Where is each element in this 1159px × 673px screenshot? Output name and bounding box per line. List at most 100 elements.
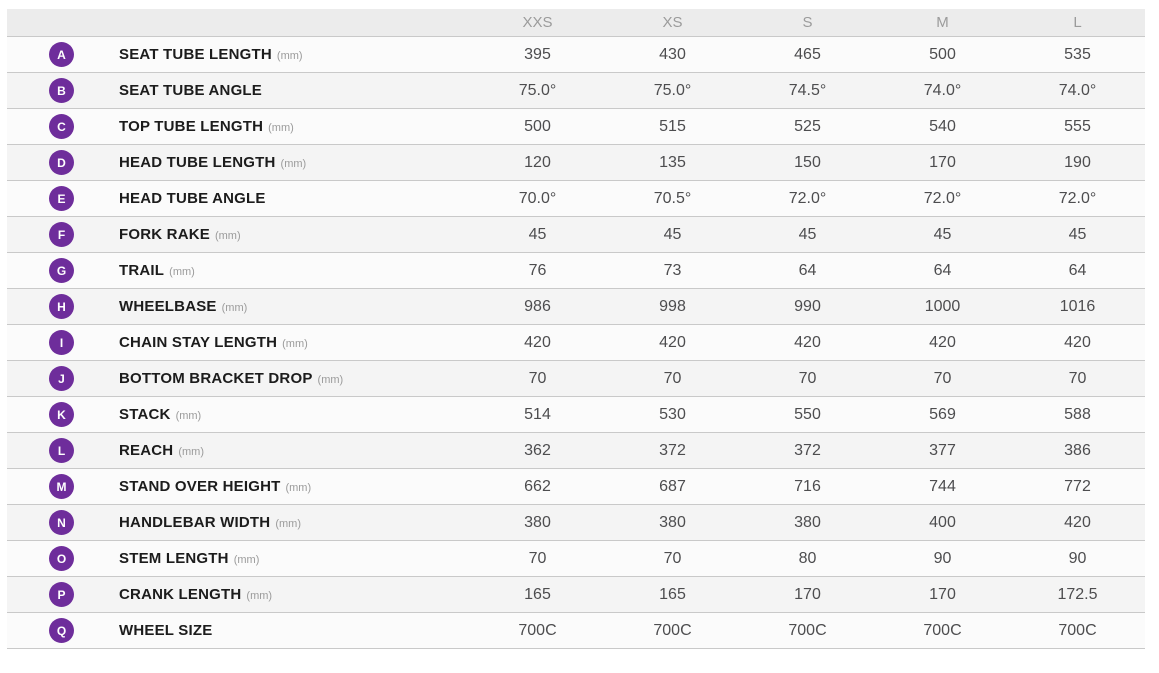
value-cell-m: 744 <box>929 477 956 495</box>
value-cell-m: 64 <box>933 261 952 279</box>
row-letter: A <box>57 47 66 62</box>
size-column-header-l: L <box>1010 9 1145 37</box>
row-letter-badge: L <box>49 438 74 463</box>
row-letter-badge: E <box>49 186 74 211</box>
measurement-label-cell: A SEAT TUBE LENGTH (mm) <box>7 37 470 73</box>
table-row: E HEAD TUBE ANGLE 70.0° 70.5° 72.0° 72.0… <box>7 180 1145 217</box>
value-cell-xs: 420 <box>659 333 686 351</box>
value-cell-m: 70 <box>933 369 952 387</box>
table-body: A SEAT TUBE LENGTH (mm) 395 430 465 500 5… <box>7 36 1145 649</box>
value-cell-xs: 998 <box>659 297 686 315</box>
row-letter-badge: P <box>49 582 74 607</box>
value-cell-m: 72.0° <box>923 189 962 207</box>
table-row: J BOTTOM BRACKET DROP (mm) 70 70 70 70 70 <box>7 360 1145 397</box>
measurement-unit: (mm) <box>275 518 301 530</box>
value-cell-xxs: 500 <box>524 117 551 135</box>
measurement-name: CHAIN STAY LENGTH (mm) <box>119 334 308 351</box>
value-cell-xs: 380 <box>659 513 686 531</box>
row-letter-badge: G <box>49 258 74 283</box>
value-cell-s: 70 <box>798 369 817 387</box>
value-cell-l: 90 <box>1068 549 1087 567</box>
row-letter: J <box>58 371 65 386</box>
measurement-name-text: CRANK LENGTH <box>119 586 242 603</box>
value-cell-s: 990 <box>794 297 821 315</box>
row-letter-badge: F <box>49 222 74 247</box>
row-letter-badge: J <box>49 366 74 391</box>
measurement-name-text: SEAT TUBE LENGTH <box>119 46 272 63</box>
value-cell-xs: 530 <box>659 405 686 423</box>
row-letter: M <box>56 479 67 494</box>
measurement-name-text: FORK RAKE <box>119 226 210 243</box>
measurement-name: STEM LENGTH (mm) <box>119 550 259 567</box>
measurement-name-text: STEM LENGTH <box>119 550 229 567</box>
value-cell-xs: 70 <box>663 549 682 567</box>
value-cell-m: 170 <box>929 153 956 171</box>
row-letter-badge: M <box>49 474 74 499</box>
table-row: I CHAIN STAY LENGTH (mm) 420 420 420 420 … <box>7 324 1145 361</box>
value-cell-l: 70 <box>1068 369 1087 387</box>
table-row: G TRAIL (mm) 76 73 64 64 64 <box>7 252 1145 289</box>
value-cell-l: 74.0° <box>1058 81 1097 99</box>
measurement-unit: (mm) <box>221 302 248 314</box>
measurement-unit: (mm) <box>169 266 195 278</box>
row-letter-badge: Q <box>49 618 74 643</box>
value-cell-l: 555 <box>1064 117 1091 135</box>
measurement-name-text: REACH <box>119 442 174 459</box>
measurement-label-cell: P CRANK LENGTH (mm) <box>7 577 470 613</box>
value-cell-l: 72.0° <box>1058 189 1097 207</box>
measurement-label-cell: L REACH (mm) <box>7 433 470 469</box>
value-cell-m: 700C <box>923 621 962 639</box>
size-column-header-m: M <box>875 9 1010 37</box>
measurement-name: HEAD TUBE ANGLE <box>119 190 271 207</box>
value-cell-xs: 70.5° <box>653 189 692 207</box>
value-cell-xxs: 700C <box>518 621 557 639</box>
value-cell-xxs: 76 <box>528 261 547 279</box>
size-header-row: XXS XS S M L <box>7 9 1145 37</box>
value-cell-s: 550 <box>794 405 821 423</box>
table-row: M STAND OVER HEIGHT (mm) 662 687 716 744 … <box>7 468 1145 505</box>
measurement-name-text: TOP TUBE LENGTH <box>119 118 264 135</box>
table-row: K STACK (mm) 514 530 550 569 588 <box>7 396 1145 433</box>
measurement-name-text: STAND OVER HEIGHT <box>119 478 281 495</box>
row-letter-badge: I <box>49 330 74 355</box>
value-cell-s: 372 <box>794 441 821 459</box>
measurement-name: STACK (mm) <box>119 406 201 423</box>
table-row: Q WHEEL SIZE 700C 700C 700C 700C 700C <box>7 612 1145 649</box>
measurement-name: HANDLEBAR WIDTH (mm) <box>119 514 301 531</box>
value-cell-l: 64 <box>1068 261 1087 279</box>
value-cell-xxs: 986 <box>524 297 551 315</box>
row-letter: I <box>59 335 64 350</box>
measurement-label-cell: C TOP TUBE LENGTH (mm) <box>7 109 470 145</box>
value-cell-l: 1016 <box>1059 297 1096 315</box>
value-cell-l: 588 <box>1064 405 1091 423</box>
value-cell-m: 400 <box>929 513 956 531</box>
value-cell-s: 716 <box>794 477 821 495</box>
table-row: P CRANK LENGTH (mm) 165 165 170 170 172.5 <box>7 576 1145 613</box>
value-cell-l: 420 <box>1064 513 1091 531</box>
measurement-name: FORK RAKE (mm) <box>119 226 241 243</box>
value-cell-m: 569 <box>929 405 956 423</box>
measurement-label-cell: E HEAD TUBE ANGLE <box>7 181 470 217</box>
measurement-name-text: WHEELBASE <box>119 298 217 315</box>
value-cell-s: 465 <box>794 45 821 63</box>
bike-geometry-table: XXS XS S M L A SEAT TUBE LENGTH (mm) 395 … <box>7 9 1145 649</box>
value-cell-m: 540 <box>929 117 956 135</box>
value-cell-s: 74.5° <box>788 81 827 99</box>
measurement-label-cell: F FORK RAKE (mm) <box>7 217 470 253</box>
row-letter: B <box>57 83 66 98</box>
size-column-header-xxs: XXS <box>470 9 605 37</box>
row-letter: D <box>57 155 66 170</box>
table-row: L REACH (mm) 362 372 372 377 386 <box>7 432 1145 469</box>
measurement-name: HEAD TUBE LENGTH (mm) <box>119 154 306 171</box>
value-cell-l: 535 <box>1064 45 1091 63</box>
row-letter-badge: B <box>49 78 74 103</box>
measurement-unit: (mm) <box>280 158 307 170</box>
size-column-header-xs: XS <box>605 9 740 37</box>
value-cell-s: 420 <box>794 333 821 351</box>
value-cell-xs: 430 <box>659 45 686 63</box>
row-letter-badge: A <box>49 42 74 67</box>
value-cell-xs: 70 <box>663 369 682 387</box>
value-cell-m: 170 <box>929 585 956 603</box>
measurement-name: SEAT TUBE LENGTH (mm) <box>119 46 303 63</box>
row-letter: N <box>57 515 66 530</box>
